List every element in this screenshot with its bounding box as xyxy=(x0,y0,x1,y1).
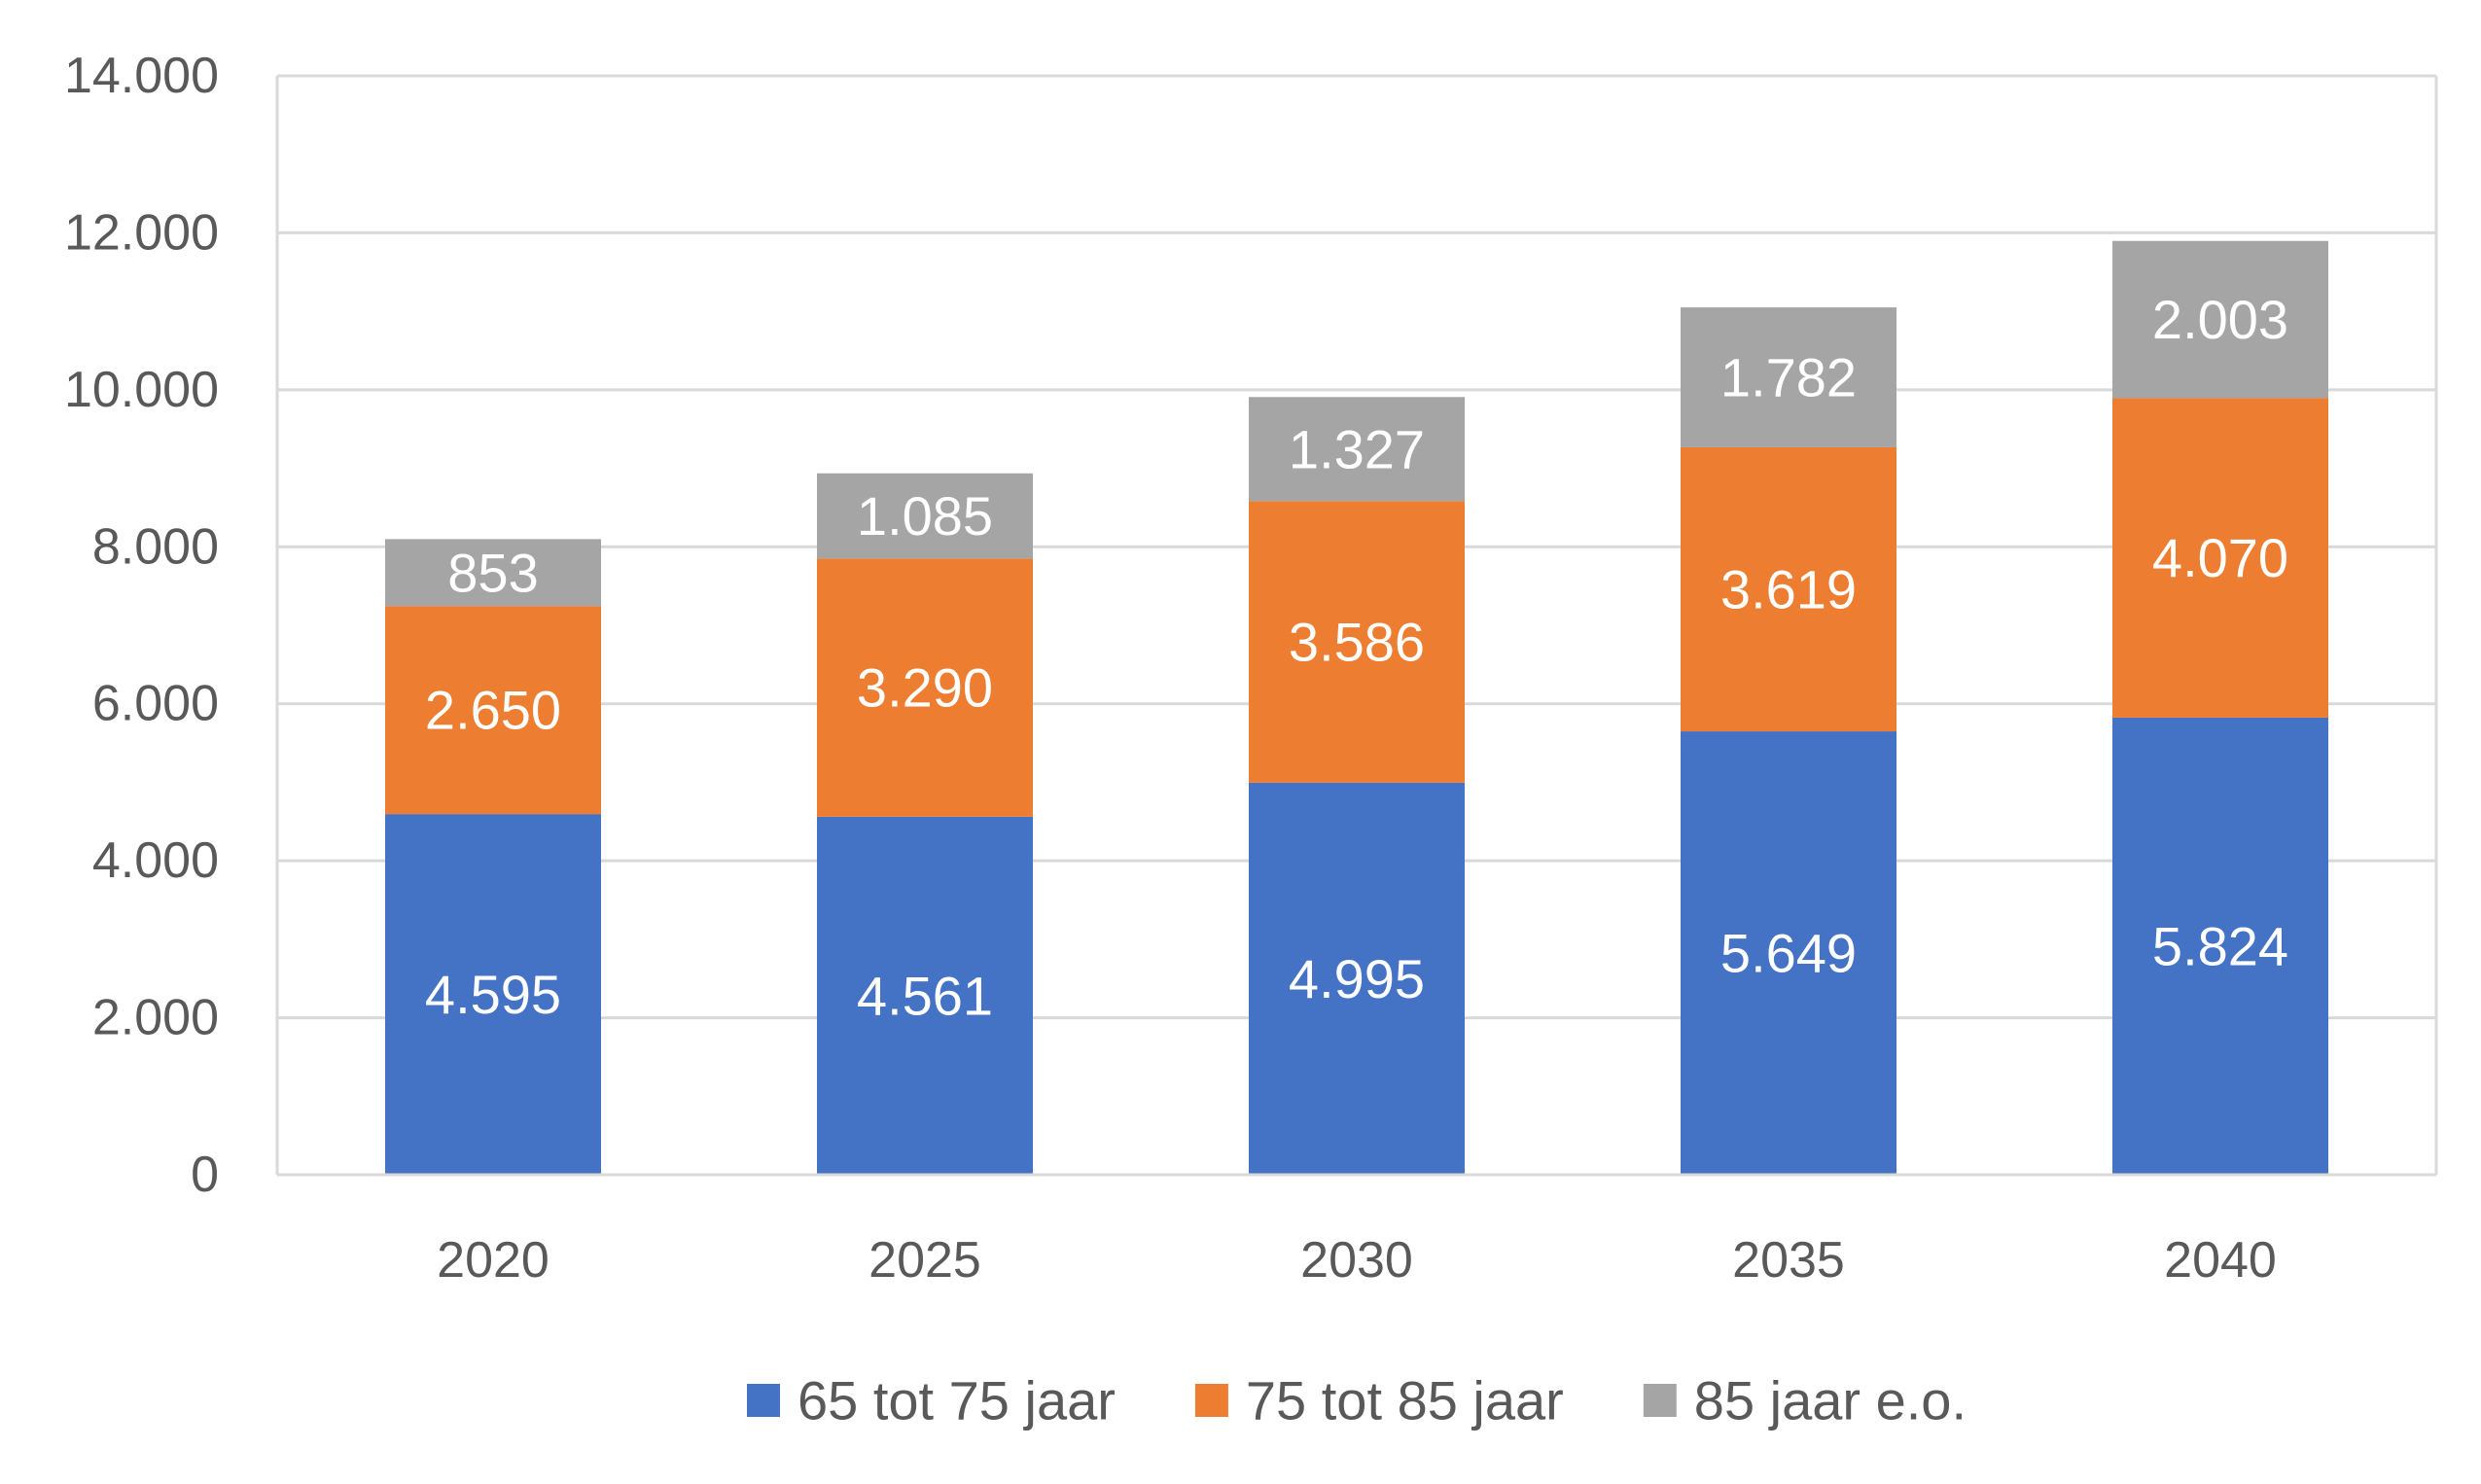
bar-segment xyxy=(1249,501,1465,783)
x-tick-label: 2030 xyxy=(1300,1232,1413,1289)
bar-segment xyxy=(817,473,1033,559)
x-tick-label: 2035 xyxy=(1732,1232,1845,1289)
x-tick-label: 2025 xyxy=(868,1232,981,1289)
data-label: 1.782 xyxy=(1720,347,1857,408)
data-label: 3.586 xyxy=(1289,612,1425,673)
bar-segment xyxy=(2112,717,2328,1175)
bar-segment xyxy=(2112,398,2328,718)
bar-segment xyxy=(1249,397,1465,502)
bar-segment xyxy=(1681,731,1896,1175)
data-label: 3.290 xyxy=(857,657,993,719)
bar-segment xyxy=(385,606,601,815)
y-tick-label: 10.000 xyxy=(64,362,219,418)
legend-swatch xyxy=(746,1384,780,1417)
y-tick-label: 12.000 xyxy=(64,204,219,261)
data-label: 4.995 xyxy=(1289,948,1425,1009)
x-axis: 2020 2025 2030 2035 2040 xyxy=(277,1173,2436,1289)
x-tick-label: 2040 xyxy=(2164,1232,2277,1289)
y-tick-label: 8.000 xyxy=(92,518,219,575)
legend-swatch xyxy=(1194,1384,1228,1417)
y-tick-label: 14.000 xyxy=(64,48,219,104)
y-tick-label: 2.000 xyxy=(92,990,219,1046)
data-label: 4.070 xyxy=(2152,527,2288,588)
legend-item: 75 tot 85 jaar xyxy=(1194,1370,1564,1431)
legend-label: 65 tot 75 jaar xyxy=(797,1370,1116,1431)
legend-swatch xyxy=(1643,1384,1677,1417)
data-label: 4.561 xyxy=(857,965,993,1026)
data-label: 1.085 xyxy=(857,485,993,547)
bar-segment xyxy=(817,558,1033,817)
legend-label: 75 tot 85 jaar xyxy=(1246,1370,1564,1431)
data-label: 1.327 xyxy=(1289,418,1425,479)
bar-segment xyxy=(1249,782,1465,1175)
bar-segment xyxy=(2112,240,2328,399)
y-axis: 0 2.000 4.000 6.000 8.000 10.000 12.000 14.000 xyxy=(64,48,219,1203)
data-label: 2.003 xyxy=(2152,289,2288,350)
bars xyxy=(385,240,2328,1175)
bar-segment xyxy=(1681,307,1896,447)
bar-segment xyxy=(385,814,601,1175)
y-tick-label: 0 xyxy=(191,1147,219,1203)
bar-segment xyxy=(817,816,1033,1175)
data-label: 853 xyxy=(447,542,538,603)
legend-item: 85 jaar e.o. xyxy=(1643,1370,1967,1431)
legend-item: 65 tot 75 jaar xyxy=(746,1370,1116,1431)
data-label: 5.824 xyxy=(2152,915,2288,976)
y-tick-label: 6.000 xyxy=(92,676,219,732)
bar-segment xyxy=(1681,446,1896,732)
y-tick-label: 4.000 xyxy=(92,832,219,889)
legend-label: 85 jaar e.o. xyxy=(1694,1370,1967,1431)
data-label: 3.619 xyxy=(1720,558,1857,619)
x-tick-label: 2020 xyxy=(437,1232,549,1289)
data-label: 5.649 xyxy=(1720,923,1857,984)
data-labels: 4.595 2.650 853 4.561 3.290 1.085 4.995 3.586 1.… xyxy=(425,289,2288,1026)
legend: 65 tot 75 jaar 75 tot 85 jaar 85 jaar e.o. xyxy=(746,1370,1967,1431)
bar-segment xyxy=(385,539,601,607)
data-label: 2.650 xyxy=(425,680,561,741)
data-label: 4.595 xyxy=(425,964,561,1025)
